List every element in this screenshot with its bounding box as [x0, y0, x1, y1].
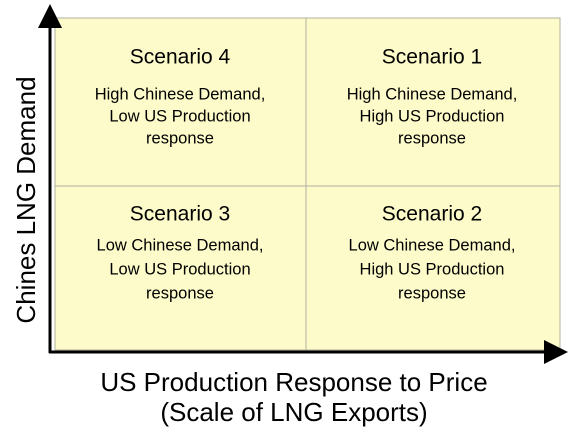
scenario-description: response — [146, 129, 214, 147]
matrix-background — [54, 17, 561, 351]
x-axis-label: US Production Response to Price — [100, 367, 487, 397]
scenario-description: High US Production — [360, 260, 505, 278]
scenario-description: Low US Production — [109, 107, 250, 125]
y-axis-label: Chines LNG Demand — [11, 76, 41, 323]
scenario-description: response — [146, 284, 214, 302]
x-axis-label: (Scale of LNG Exports) — [160, 397, 427, 427]
scenario-description: response — [398, 129, 466, 147]
scenario-description: Low Chinese Demand, — [97, 236, 264, 254]
scenario-title: Scenario 1 — [382, 46, 482, 69]
scenario-description: Low Chinese Demand, — [349, 236, 516, 254]
scenario-description: High Chinese Demand, — [95, 85, 266, 103]
scenario-description: response — [398, 284, 466, 302]
scenario-description: Low US Production — [109, 260, 250, 278]
scenario-title: Scenario 4 — [130, 46, 231, 69]
scenario-description: High US Production — [360, 107, 505, 125]
scenario-title: Scenario 3 — [130, 203, 230, 226]
scenario-description: High Chinese Demand, — [347, 85, 518, 103]
scenario-title: Scenario 2 — [382, 203, 482, 226]
